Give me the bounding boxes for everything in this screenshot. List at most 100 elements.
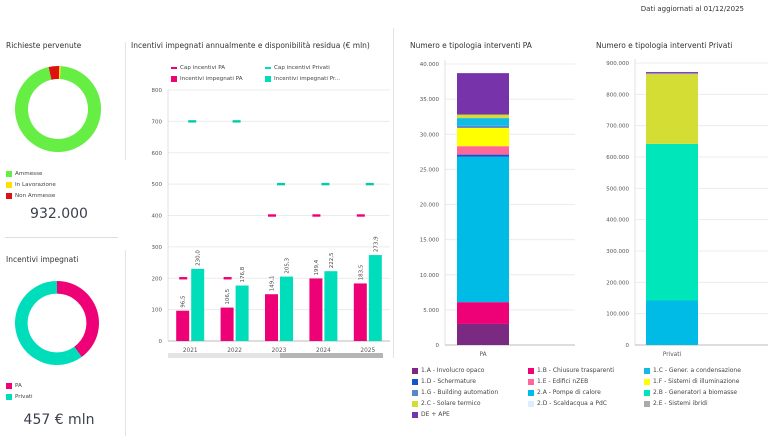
donut-slice-privati[interactable]: [15, 281, 82, 365]
y-tick-label: 300.000: [606, 249, 629, 255]
type-legend-item[interactable]: 1.D - Schermature: [412, 378, 476, 385]
y-tick-label: 0: [159, 339, 163, 345]
annual-legend-item[interactable]: Incentivi impegnati Pr...: [265, 76, 340, 82]
cap-marker-pa-2021[interactable]: [179, 277, 188, 280]
annual-legend-item[interactable]: Cap incentivi PA: [171, 65, 225, 71]
bar-privati-2024[interactable]: [324, 271, 338, 341]
bar-label-pa: 199,4: [314, 259, 320, 275]
stack-segment-2.c[interactable]: [646, 74, 698, 144]
legend-item[interactable]: PA: [6, 383, 22, 389]
cap-marker-pa-2023[interactable]: [268, 214, 276, 217]
annual-legend-item[interactable]: Incentivi impegnati PA: [171, 76, 243, 82]
type-legend-item[interactable]: 2.B - Generatori a biomasse: [644, 389, 737, 396]
bar-label-privati: 176,8: [240, 266, 246, 282]
type-legend-item[interactable]: 1.C - Gener. a condensazione: [644, 367, 741, 374]
type-legend-item[interactable]: 2.E - Sistemi ibridi: [644, 400, 708, 407]
legend-label: 1.B - Chiusure trasparenti: [537, 367, 615, 374]
chart-scrollbar-thumb[interactable]: [280, 353, 383, 358]
bar-privati-2022[interactable]: [235, 285, 249, 341]
bar-privati-2025[interactable]: [368, 255, 382, 341]
type-legend-item[interactable]: 2.C - Solare termico: [412, 400, 481, 407]
stack-segment-2.b[interactable]: [646, 143, 698, 301]
stack-segment-1.d[interactable]: [457, 154, 509, 157]
legend-label: Cap incentivi Privati: [274, 65, 330, 71]
type-legend-item[interactable]: 1.A - Involucro opaco: [412, 367, 484, 374]
stack-segment-1.e[interactable]: [457, 146, 509, 155]
stack-segment-2.c[interactable]: [457, 114, 509, 119]
y-tick-label: 5.000: [423, 308, 439, 314]
annual-title: Incentivi impegnati annualmente e dispon…: [131, 41, 370, 50]
stack-segment-1.a[interactable]: [457, 323, 509, 345]
stack-segment-2.a[interactable]: [457, 156, 509, 303]
legend-label: Ammesse: [15, 171, 43, 177]
type-legend-item[interactable]: 1.E - Edifici nZEB: [528, 378, 588, 385]
bar-pa-2022[interactable]: [220, 307, 234, 341]
cap-marker-privati-2025[interactable]: [365, 182, 374, 186]
stack-segment-de[interactable]: [646, 72, 698, 74]
type-legend-item[interactable]: DE + APE: [412, 411, 450, 418]
donut-slice-pa[interactable]: [57, 281, 99, 357]
stack-segment-1.c[interactable]: [457, 118, 509, 126]
legend-label: 2.E - Sistemi ibridi: [653, 400, 708, 407]
cap-marker-privati-2021[interactable]: [188, 120, 197, 123]
divider: [5, 237, 118, 238]
bar-privati-2021[interactable]: [191, 268, 205, 341]
type-legend-item[interactable]: 1.F - Sistemi di illuminazione: [644, 378, 739, 385]
type-legend-item[interactable]: 2.D - Scaldacqua a PdC: [528, 400, 607, 407]
bar-privati-2023[interactable]: [280, 276, 293, 341]
legend-label: Incentivi impegnati PA: [180, 76, 243, 82]
legend-item[interactable]: Non Ammesse: [6, 193, 55, 199]
bar-label-privati: 230,0: [196, 250, 202, 266]
y-tick-label: 15.000: [420, 238, 440, 244]
donut-slice-non-ammesse[interactable]: [48, 66, 60, 80]
bar-label-privati: 205,3: [285, 257, 291, 273]
incentivi-donut[interactable]: [15, 281, 99, 365]
bar-pa-2023[interactable]: [265, 294, 278, 341]
legend-line-icon: [265, 67, 271, 69]
legend-swatch-icon: [412, 400, 418, 407]
y-tick-label: 25.000: [420, 167, 440, 173]
stack-segment-2.a[interactable]: [646, 300, 698, 345]
bar-label-pa: 183,5: [358, 264, 364, 280]
y-tick-label: 40.000: [420, 62, 440, 68]
legend-item[interactable]: In Lavorazione: [6, 182, 56, 188]
bar-label-pa: 106,5: [225, 288, 231, 304]
donut-slice-ammesse[interactable]: [15, 66, 101, 152]
cap-marker-pa-2025[interactable]: [356, 214, 365, 217]
stack-segment-2.e[interactable]: [646, 73, 698, 75]
divider: [393, 28, 394, 358]
donut-slice-in-lavorazione[interactable]: [58, 66, 61, 80]
cap-marker-privati-2024[interactable]: [321, 182, 330, 186]
legend-swatch-icon: [412, 367, 418, 374]
stack-segment-de[interactable]: [457, 73, 509, 115]
legend-label: Cap incentivi PA: [180, 65, 226, 71]
legend-label: In Lavorazione: [15, 182, 56, 188]
legend-line-icon: [171, 67, 177, 69]
pa-chart-title: Numero e tipologia interventi PA: [410, 41, 532, 50]
stack-segment-1.b[interactable]: [457, 302, 509, 324]
y-tick-label: 700: [152, 119, 163, 125]
y-tick-label: 200.000: [606, 280, 629, 286]
stack-segment-1.g[interactable]: [457, 125, 509, 128]
annual-legend-item[interactable]: Cap incentivi Privati: [265, 65, 330, 71]
type-legend-item[interactable]: 1.G - Building automation: [412, 389, 498, 396]
cap-marker-privati-2023[interactable]: [277, 182, 285, 186]
richieste-donut[interactable]: [15, 66, 101, 152]
legend-item[interactable]: Ammesse: [6, 171, 42, 177]
type-legend-item[interactable]: 1.B - Chiusure trasparenti: [528, 367, 614, 374]
y-tick-label: 500.000: [606, 186, 629, 192]
legend-label: Non Ammesse: [15, 193, 56, 199]
bar-pa-2025[interactable]: [353, 283, 367, 341]
legend-item[interactable]: Privati: [6, 394, 33, 400]
cap-marker-privati-2022[interactable]: [232, 120, 241, 123]
bar-pa-2021[interactable]: [176, 310, 190, 341]
legend-label: 1.G - Building automation: [421, 389, 499, 396]
stack-segment-1.f[interactable]: [457, 127, 509, 147]
bar-pa-2024[interactable]: [309, 278, 323, 341]
legend-label: Incentivi impegnati Pr...: [274, 76, 341, 82]
chart-scrollbar[interactable]: [168, 353, 383, 358]
cap-marker-pa-2024[interactable]: [312, 214, 321, 217]
type-legend-item[interactable]: 2.A - Pompe di calore: [528, 389, 601, 396]
x-tick-label: 2025: [360, 348, 375, 354]
cap-marker-pa-2022[interactable]: [223, 277, 232, 280]
